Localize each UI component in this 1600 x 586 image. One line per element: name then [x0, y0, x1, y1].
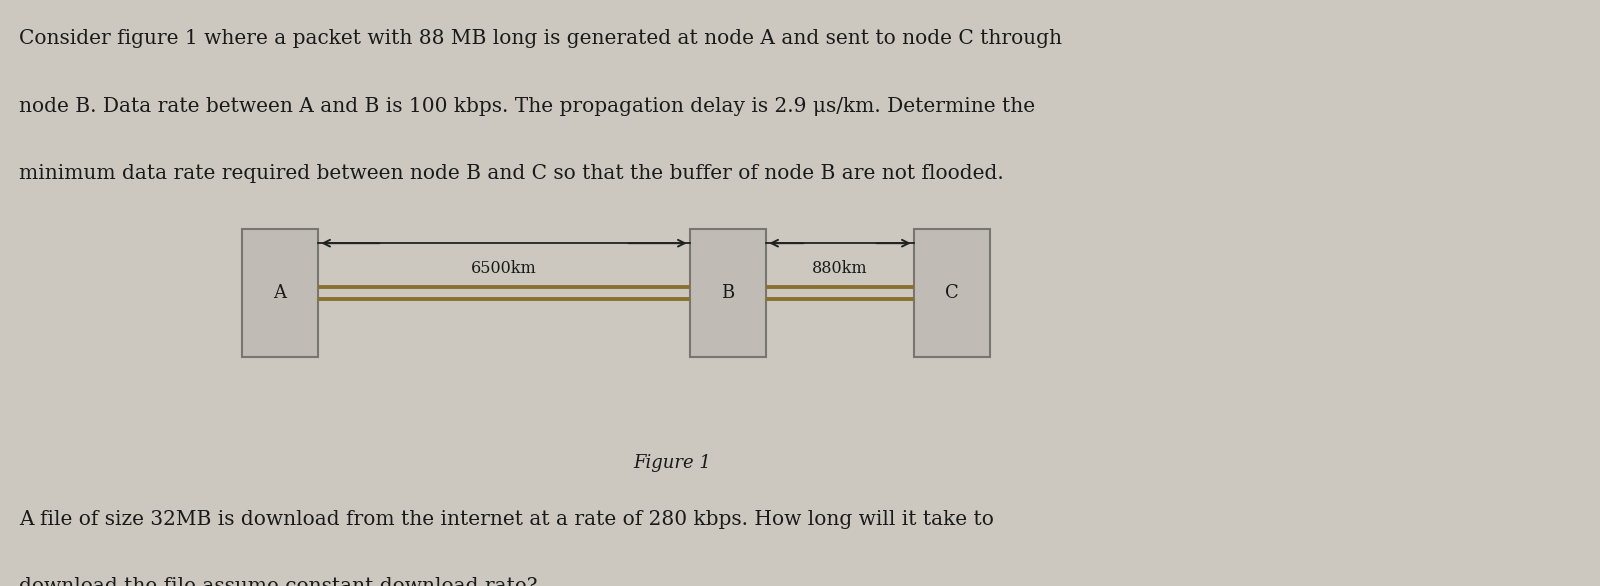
Text: minimum data rate required between node B and C so that the buffer of node B are: minimum data rate required between node …	[19, 164, 1003, 183]
Text: C: C	[946, 284, 958, 302]
Bar	[914, 229, 990, 357]
Text: Figure 1: Figure 1	[634, 454, 710, 472]
Text: 880km: 880km	[813, 260, 867, 277]
Text: Consider figure 1 where a packet with 88 MB long is generated at node A and sent: Consider figure 1 where a packet with 88…	[19, 29, 1062, 48]
Bar	[242, 229, 318, 357]
Text: A: A	[274, 284, 286, 302]
Text: node B. Data rate between A and B is 100 kbps. The propagation delay is 2.9 μs/k: node B. Data rate between A and B is 100…	[19, 97, 1035, 115]
Text: download the file assume constant download rate?: download the file assume constant downlo…	[19, 577, 538, 586]
Text: B: B	[722, 284, 734, 302]
Text: 6500km: 6500km	[470, 260, 538, 277]
Text: A file of size 32MB is download from the internet at a rate of 280 kbps. How lon: A file of size 32MB is download from the…	[19, 510, 994, 529]
Bar	[690, 229, 766, 357]
